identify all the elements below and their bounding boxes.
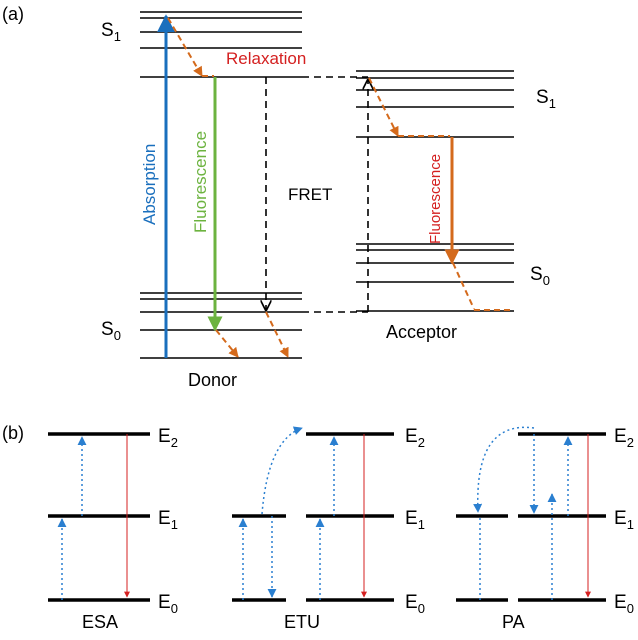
panel-a-tag: (a) [2,4,24,24]
esa-scheme: E2 E1 E0 ESA [48,426,178,632]
acceptor-levels [356,70,514,312]
esa-e1-label: E1 [158,508,178,532]
acceptor-s0-label: S0 [530,264,550,288]
acceptor-s1-label: S1 [536,87,556,111]
panel-b-tag: (b) [2,423,24,443]
donor-s1-label: S1 [101,20,121,44]
pa-cross-relax-arrow [473,426,535,513]
pa-e1-label: E1 [614,508,634,532]
etu-label: ETU [284,612,320,632]
fret-label: FRET [288,185,332,204]
etu-e1-label: E1 [405,508,425,532]
pa-e2-label: E2 [614,426,634,450]
donor-relaxation-arrow [167,17,203,77]
esa-label: ESA [82,612,118,632]
donor-fluorescence-label: Fluorescence [191,131,210,233]
esa-e0-label: E0 [158,592,178,616]
acceptor-label: Acceptor [386,322,457,342]
donor-lower-relax-1 [215,329,239,358]
etu-scheme: E2 E1 E0 ETU [232,426,425,632]
etu-e0-label: E0 [405,592,425,616]
pa-label: PA [502,612,525,632]
acceptor-lower-relax [452,262,475,310]
donor-label: Donor [188,370,237,390]
donor-lower-relax-2 [265,311,289,358]
etu-energy-transfer [261,426,303,515]
acceptor-fluorescence-label: Fluorescence [427,154,444,244]
pa-scheme: E2 E1 E0 PA [456,426,634,632]
acceptor-relaxation-arrow [368,77,399,137]
absorption-label: Absorption [140,144,159,225]
pa-e0-label: E0 [614,592,634,616]
relaxation-label: Relaxation [226,49,306,68]
donor-s0-label: S0 [101,319,121,343]
esa-e2-label: E2 [158,426,178,450]
etu-e2-label: E2 [405,426,425,450]
